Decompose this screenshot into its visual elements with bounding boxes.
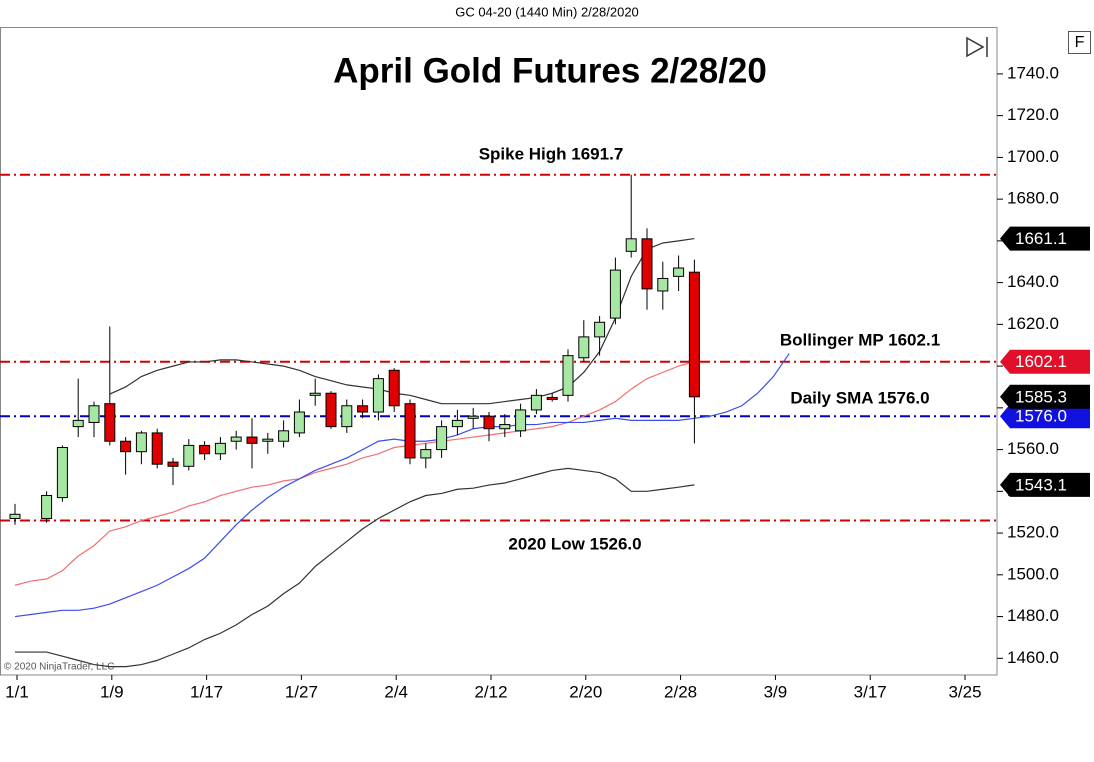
indicator-line	[14, 361, 695, 586]
candle-body	[214, 442, 226, 455]
y-tick-label: 1460.0	[1007, 648, 1059, 667]
x-tick-label: 3/9	[764, 682, 788, 701]
candle-body	[167, 461, 179, 467]
candle-body	[404, 403, 416, 459]
x-tick-label: 2/20	[569, 682, 602, 701]
x-tick-label: 1/1	[5, 682, 29, 701]
price-tag	[1000, 384, 1090, 409]
price-tag	[1000, 349, 1090, 374]
x-tick-label: 2/28	[664, 682, 697, 701]
candle-body	[388, 369, 400, 407]
y-tick-label: 1740.0	[1007, 63, 1059, 82]
candle-body	[688, 271, 700, 398]
candle-body	[151, 432, 163, 465]
candle-body	[341, 405, 353, 428]
candle-body	[420, 449, 432, 459]
candle-body	[641, 238, 653, 290]
candle-body	[436, 426, 448, 451]
x-tick-label: 3/17	[854, 682, 887, 701]
price-tag-label: 1543.1	[1015, 475, 1067, 494]
candle-body	[546, 396, 558, 401]
candle-body	[262, 438, 274, 442]
candle-body	[609, 269, 621, 319]
y-tick-label: 1680.0	[1007, 189, 1059, 208]
price-tag	[1000, 472, 1090, 497]
x-tick-label: 1/9	[100, 682, 124, 701]
candle-body	[483, 415, 495, 430]
candle-body	[372, 378, 384, 413]
candle-body	[499, 424, 511, 430]
candle-body	[183, 444, 195, 467]
x-tick-label: 2/4	[384, 682, 408, 701]
price-tag-label: 1661.1	[1015, 229, 1067, 248]
y-tick-label: 1480.0	[1007, 606, 1059, 625]
candle-body	[230, 436, 242, 442]
x-tick-label: 1/27	[285, 682, 318, 701]
candle-body	[562, 355, 574, 396]
candle-body	[594, 321, 606, 338]
indicator-line	[15, 467, 695, 668]
price-tag-label: 1585.3	[1015, 387, 1067, 406]
copyright: © 2020 NinjaTrader, LLC	[4, 662, 114, 673]
candle-body	[104, 403, 116, 442]
play-icon[interactable]	[966, 36, 988, 58]
candle-body	[357, 405, 369, 413]
price-tag-label: 1602.1	[1015, 352, 1067, 371]
x-tick-label: 1/17	[190, 682, 223, 701]
y-tick-label: 1700.0	[1007, 147, 1059, 166]
candle-body	[309, 392, 321, 396]
candle-body	[578, 336, 590, 359]
candle-body	[56, 447, 68, 499]
candle-body	[515, 409, 527, 432]
level-annotation: Spike High 1691.7	[479, 144, 624, 163]
candle-body	[657, 277, 669, 292]
candle-body	[120, 440, 132, 453]
price-tag	[1000, 226, 1090, 251]
x-tick-label: 2/12	[474, 682, 507, 701]
candle-body	[88, 405, 100, 423]
candle-body	[135, 432, 147, 453]
price-tag-label: 1576.0	[1015, 407, 1067, 426]
candle-body	[41, 495, 53, 519]
candle-body	[530, 394, 542, 411]
plot-frame	[0, 27, 998, 676]
candle-body	[199, 444, 211, 455]
corner-box[interactable]	[1068, 31, 1091, 54]
candle-body	[625, 238, 637, 252]
plot-area	[0, 173, 997, 668]
y-tick-label: 1560.0	[1007, 439, 1059, 458]
y-tick-label: 1500.0	[1007, 564, 1059, 583]
x-tick-label: 3/25	[948, 682, 981, 701]
candle-body	[246, 436, 258, 444]
level-annotation: 2020 Low 1526.0	[508, 534, 641, 553]
price-tag	[1000, 404, 1090, 429]
indicator-line	[109, 237, 695, 405]
candle-body	[451, 419, 463, 428]
y-tick-label: 1720.0	[1007, 105, 1059, 124]
y-tick-label: 1640.0	[1007, 272, 1059, 291]
chart-title: April Gold Futures 2/28/20	[333, 51, 767, 90]
candle-body	[293, 411, 305, 434]
level-annotation: Daily SMA 1576.0	[790, 388, 929, 407]
candle-body	[72, 419, 84, 428]
y-tick-label: 1520.0	[1007, 523, 1059, 542]
indicator-line	[14, 353, 790, 618]
y-tick-label: 1620.0	[1007, 314, 1059, 333]
candle-body	[9, 513, 21, 519]
level-annotation: Bollinger MP 1602.1	[780, 330, 940, 349]
candle-body	[278, 430, 290, 442]
corner-label[interactable]: F	[1075, 34, 1085, 51]
candle-body	[467, 415, 479, 419]
chart-header: GC 04-20 (1440 Min) 2/28/2020	[455, 4, 639, 19]
candle-body	[325, 392, 337, 428]
candle-body	[673, 267, 685, 277]
